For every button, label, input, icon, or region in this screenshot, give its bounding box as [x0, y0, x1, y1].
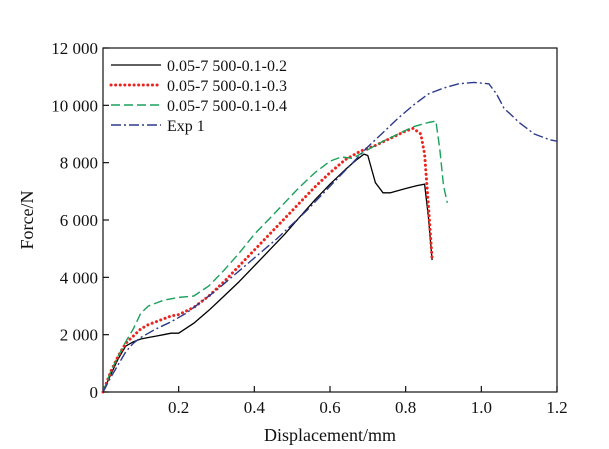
series-line-4: [102, 81, 558, 393]
x-tick-label: 0.6: [319, 398, 340, 417]
x-tick-label: 0.2: [168, 398, 189, 417]
series-line-2: [101, 126, 434, 394]
legend-label-3: 0.05-7 500-0.1-0.4: [167, 98, 287, 115]
x-tick-label: 1.0: [471, 398, 492, 417]
x-tick-label: 0.4: [244, 398, 266, 417]
y-tick-label: 10 000: [51, 96, 98, 115]
y-tick-label: 6 000: [60, 211, 98, 230]
x-tick-label: 1.2: [546, 398, 567, 417]
series-line-1: [102, 153, 433, 393]
y-tick-label: 12 000: [51, 39, 98, 58]
y-tick-label: 2 000: [60, 326, 98, 345]
y-axis-label: Force/N: [17, 191, 37, 250]
x-tick-label: 0.8: [395, 398, 416, 417]
legend-label-2: 0.05-7 500-0.1-0.3: [167, 78, 287, 95]
legend: 0.05-7 500-0.1-0.2 0.05-7 500-0.1-0.3 0.05…: [109, 58, 287, 135]
x-axis-label: Displacement/mm: [264, 425, 396, 445]
y-tick-label: 4 000: [60, 268, 98, 287]
ticks-layer: 0.2 0.4 0.6 0.8 1.0 1.2 0 2 000 4 000 6 000 8 000 1…: [51, 39, 567, 417]
series-layer: [101, 81, 558, 394]
series-line-3: [102, 120, 448, 393]
y-tick-label: 8 000: [60, 154, 98, 173]
legend-label-4: Exp 1: [167, 118, 205, 135]
y-tick-label: 0: [90, 383, 99, 402]
legend-label-1: 0.05-7 500-0.1-0.2: [167, 58, 287, 75]
